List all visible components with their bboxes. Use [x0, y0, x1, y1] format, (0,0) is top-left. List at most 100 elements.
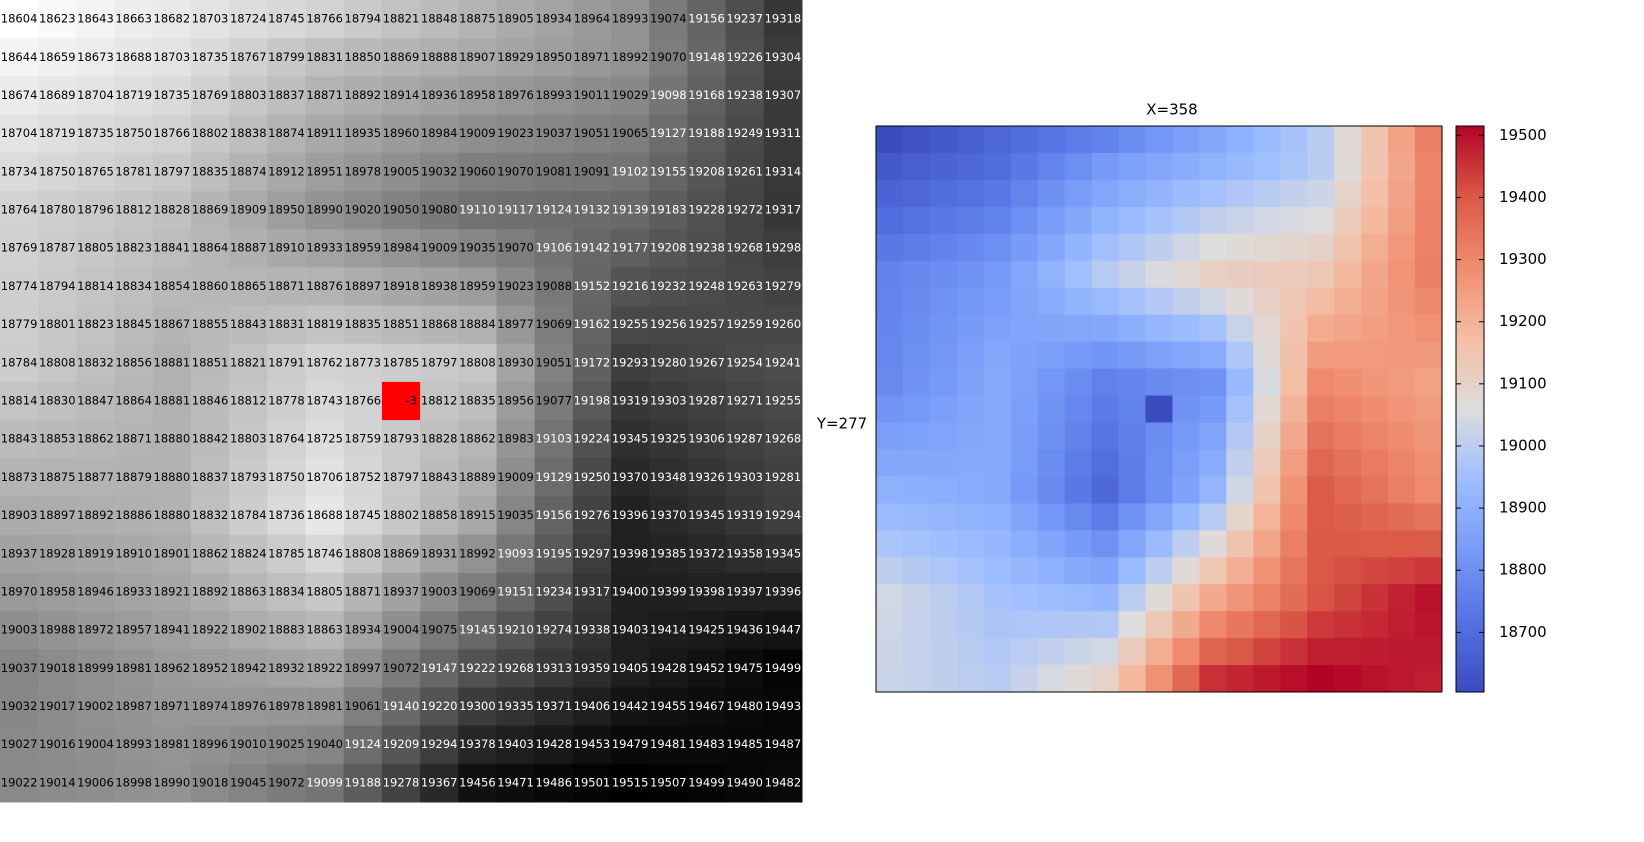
pixel-cell	[611, 267, 650, 307]
heatmap-cell	[876, 179, 904, 208]
colorbar-band	[1456, 341, 1484, 345]
heatmap-cell	[1307, 422, 1335, 450]
colorbar-band	[1456, 445, 1484, 450]
heatmap-cell	[1091, 341, 1119, 369]
colorbar-band	[1456, 312, 1484, 317]
pixel-value: 18869	[383, 546, 420, 560]
pixel-cell	[725, 152, 765, 192]
pixel-value: 18843	[230, 317, 267, 331]
heatmap-cell	[956, 126, 985, 154]
pixel-value: 19280	[650, 355, 687, 369]
pixel-value: 19317	[574, 584, 611, 598]
pixel-cell	[381, 229, 421, 268]
heatmap-cell	[1091, 368, 1119, 396]
heatmap-cell	[1226, 341, 1254, 369]
colorbar-band	[1456, 578, 1484, 583]
heatmap-cell	[1415, 638, 1443, 666]
pixel-value: 19088	[535, 279, 572, 293]
pixel-value: 19481	[650, 737, 687, 751]
pixel-value: 19287	[726, 432, 763, 446]
pixel-value: 18769	[1, 241, 38, 255]
heatmap-cell	[1199, 341, 1227, 369]
pixel-cell	[763, 420, 803, 459]
pixel-cell	[343, 76, 383, 116]
pixel-cell	[381, 763, 421, 803]
pixel-value: 18703	[192, 12, 229, 26]
heatmap-cell	[1064, 368, 1093, 396]
pixel-cell	[649, 190, 688, 230]
heatmap-cell	[876, 341, 904, 369]
colorbar-band	[1456, 567, 1484, 571]
pixel-value: 19061	[345, 699, 382, 713]
pixel-value: 18919	[77, 546, 114, 560]
pixel-cell	[343, 763, 383, 803]
heatmap-cell	[1091, 126, 1119, 154]
colorbar-band	[1456, 182, 1484, 186]
pixel-cell	[572, 76, 612, 116]
pixel-cell	[38, 763, 77, 803]
pixel-value: 18688	[115, 50, 152, 64]
pixel-value: 19069	[459, 584, 496, 598]
heatmap-cell	[956, 341, 985, 369]
heatmap-cell	[1091, 152, 1119, 181]
colorbar-band	[1456, 437, 1484, 441]
pixel-value: 19065	[612, 126, 649, 140]
pixel-value: 19139	[612, 203, 649, 217]
heatmap-cell	[1172, 233, 1200, 262]
pixel-cell	[381, 611, 421, 650]
pixel-value: -3	[406, 394, 417, 408]
heatmap-cell	[1253, 611, 1281, 639]
pixel-cell	[305, 38, 345, 77]
pixel-cell	[534, 611, 574, 650]
pixel-value: 18745	[345, 508, 382, 522]
pixel-cell	[305, 496, 345, 536]
pixel-value: 18871	[306, 88, 343, 102]
heatmap-cell	[929, 422, 958, 450]
pixel-cell	[420, 458, 459, 497]
pixel-cell	[152, 305, 192, 345]
pixel-cell	[496, 267, 536, 307]
colorbar-band	[1456, 420, 1484, 424]
heatmap-cell	[929, 287, 958, 316]
pixel-value: 18837	[192, 470, 229, 484]
colorbar-tick-label: 19200	[1499, 312, 1547, 330]
pixel-value: 18812	[421, 394, 458, 408]
colorbar-band	[1456, 465, 1484, 469]
heatmap-cell	[1334, 179, 1362, 208]
pixel-cell	[114, 381, 154, 421]
pixel-value: 18901	[154, 546, 191, 560]
heatmap-cell	[1145, 503, 1173, 531]
pixel-value: 19447	[765, 623, 802, 637]
heatmap-cell	[1388, 152, 1416, 181]
pixel-value: 19304	[765, 50, 802, 64]
pixel-value: 18704	[77, 88, 114, 102]
heatmap-cell	[1010, 341, 1039, 369]
heatmap-cell	[1307, 557, 1335, 585]
pixel-value: 18971	[154, 699, 191, 713]
pixel-value: 18999	[77, 661, 114, 675]
pixel-value: 18812	[230, 394, 267, 408]
colorbar-band	[1456, 530, 1484, 535]
heatmap-cell	[1118, 503, 1146, 531]
heatmap-cell	[1253, 530, 1281, 558]
pixel-cell	[763, 496, 803, 536]
pixel-value: 18779	[1, 317, 38, 331]
pixel-value: 18951	[306, 164, 343, 178]
pixel-cell	[687, 649, 727, 688]
pixel-cell	[190, 687, 230, 727]
pixel-cell	[38, 76, 77, 116]
pixel-cell	[0, 534, 39, 574]
pixel-value: 18959	[345, 241, 382, 255]
heatmap-cell	[902, 206, 931, 235]
heatmap-cell	[1415, 503, 1443, 531]
pixel-value: 19238	[688, 241, 725, 255]
heatmap-cell	[876, 584, 904, 612]
pixel-value: 18847	[77, 394, 114, 408]
pixel-value: 19294	[421, 737, 458, 751]
pixel-cell	[267, 687, 307, 727]
heatmap-cell	[983, 179, 1012, 208]
heatmap-cell	[1064, 233, 1093, 262]
heatmap-cell	[1064, 665, 1093, 693]
pixel-value: 18865	[230, 279, 267, 293]
pixel-value: 18860	[192, 279, 229, 293]
